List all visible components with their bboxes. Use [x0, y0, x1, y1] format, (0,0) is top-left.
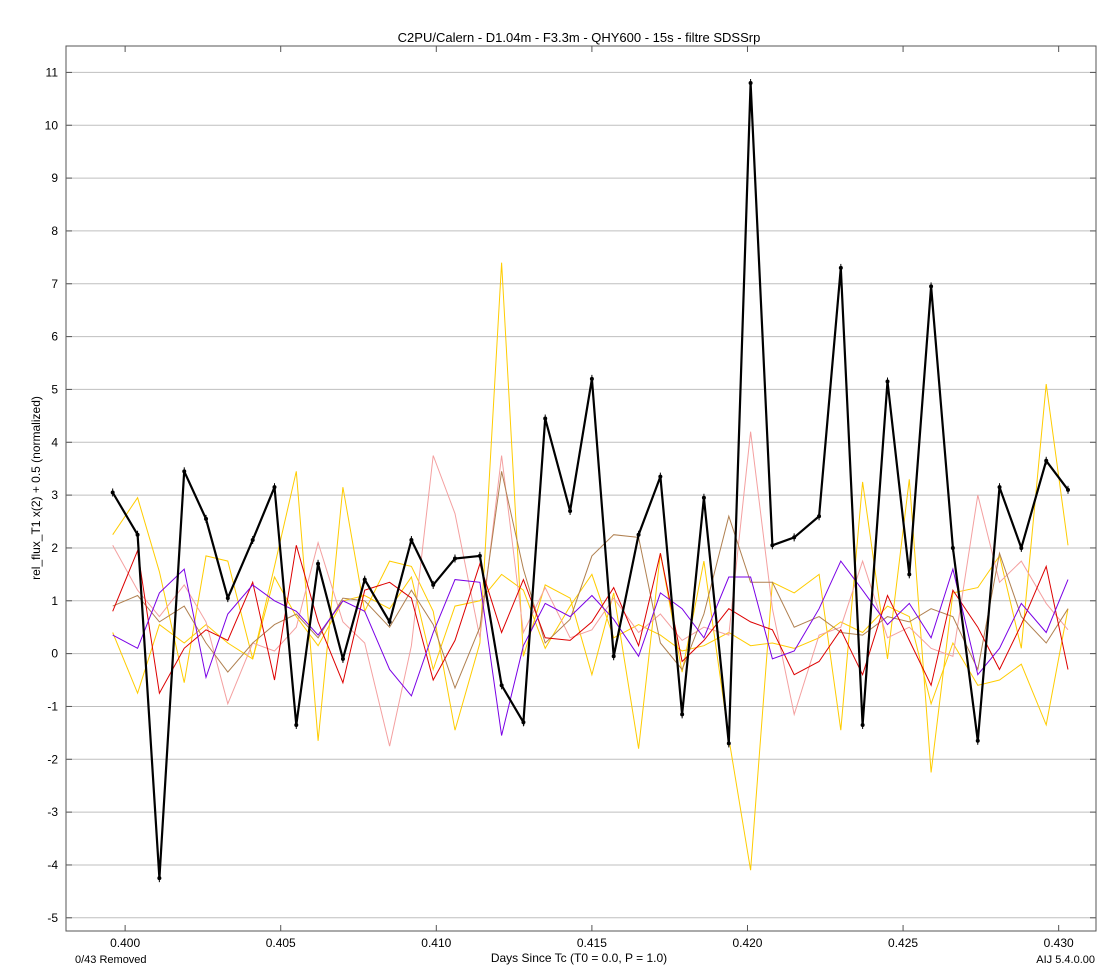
series-5	[112, 560, 1069, 736]
y-tick-label: 9	[51, 171, 58, 185]
series-2	[112, 431, 1069, 747]
y-tick-label: 1	[51, 594, 58, 608]
chart-title: C2PU/Calern - D1.04m - F3.3m - QHY600 - …	[398, 30, 761, 45]
series-line	[112, 262, 1069, 871]
series-1	[112, 573, 1069, 727]
y-tick-label: 11	[46, 65, 59, 79]
y-tick-label: 3	[51, 488, 58, 502]
x-tick-label: 0.400	[110, 936, 140, 950]
series-layer	[110, 78, 1070, 883]
y-tick-label: -1	[47, 699, 58, 713]
series-line	[112, 573, 1069, 727]
x-tick-label: 0.405	[266, 936, 296, 950]
y-tick-label: 10	[45, 118, 59, 132]
removed-count: 0/43 Removed	[75, 954, 147, 966]
y-tick-label: 5	[51, 382, 58, 396]
series-line	[112, 545, 1069, 695]
y-tick-label: 0	[51, 647, 58, 661]
y-tick-label: 2	[51, 541, 58, 555]
x-axis: 0.400 0.405 0.410 0.415 0.420 0.425 0.430	[110, 46, 1074, 950]
y-tick-label: -5	[47, 911, 58, 925]
plot-frame	[65, 45, 1097, 932]
series-3	[112, 471, 1069, 690]
x-tick-label: 0.425	[888, 936, 918, 950]
y-tick-label: 6	[51, 330, 58, 344]
series-0	[112, 262, 1069, 871]
x-tick-label: 0.420	[732, 936, 762, 950]
series-line	[112, 431, 1069, 747]
y-tick-label: -4	[47, 858, 58, 872]
series-4	[112, 545, 1069, 695]
x-tick-label: 0.415	[577, 936, 607, 950]
y-axis: -5 -4 -3 -2 -1 0 1 2 3 4 5 6 7 8 9 10 11	[45, 65, 1096, 925]
y-tick-label: -2	[47, 752, 58, 766]
y-tick-label: 4	[51, 435, 58, 449]
y-axis-label: rel_flux_T1 x(2) + 0.5 (normalized)	[29, 396, 43, 580]
y-tick-label: 8	[51, 224, 58, 238]
x-tick-label: 0.410	[421, 936, 451, 950]
series-line	[112, 471, 1069, 690]
x-axis-label: Days Since Tc (T0 = 0.0, P = 1.0)	[491, 951, 667, 965]
version-label: AIJ 5.4.0.00	[1036, 954, 1095, 966]
y-tick-label: -3	[47, 805, 58, 819]
grid	[66, 71, 1096, 919]
y-tick-label: 7	[51, 277, 58, 291]
series-6	[110, 78, 1070, 883]
series-line	[112, 560, 1069, 736]
x-tick-label: 0.430	[1044, 936, 1074, 950]
